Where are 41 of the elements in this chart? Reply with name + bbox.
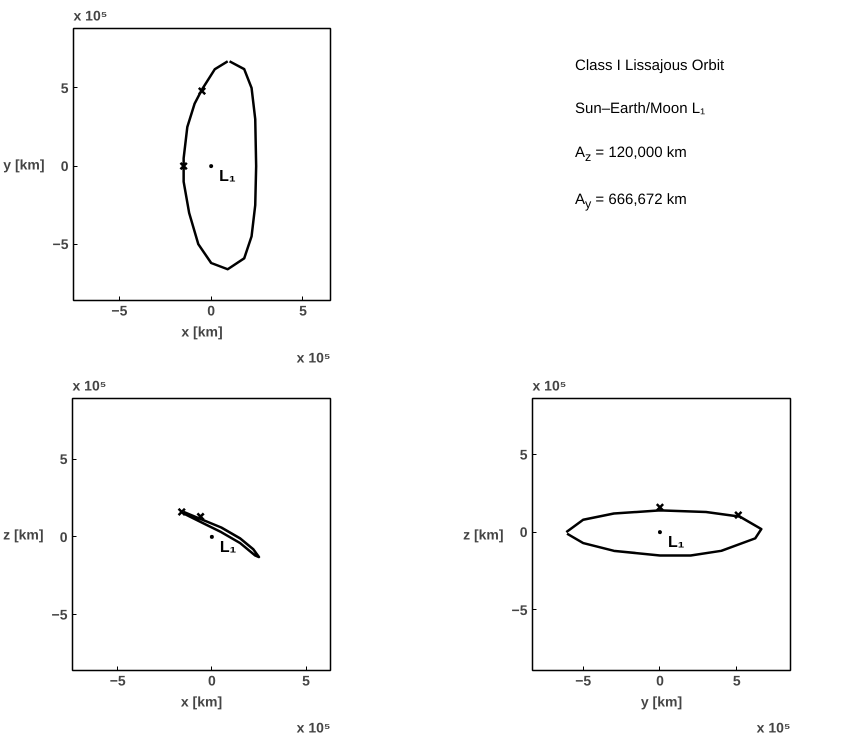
x-tick-label: 5 (299, 302, 308, 318)
point (210, 534, 214, 539)
y-tick-label: −5 (52, 606, 68, 623)
point (658, 530, 662, 534)
y-axis-title: y [km] (3, 156, 45, 172)
x-tick-label: −5 (575, 672, 592, 688)
y-axis-title: z [km] (3, 526, 44, 542)
x-tick-label: 5 (302, 672, 310, 688)
x-tick-label: 0 (656, 672, 664, 688)
text: x 10⁵ (532, 378, 566, 394)
x-axis-title: y [km] (640, 694, 682, 710)
y-tick-label: −5 (52, 236, 69, 252)
series-label: L₁ (220, 538, 237, 556)
series-label: L₁ (668, 534, 685, 552)
y-tick-label: 0 (520, 524, 528, 540)
y-tick-label: −5 (512, 602, 528, 618)
x-axis-title: x [km] (181, 324, 223, 340)
y-tick-label: 0 (60, 158, 69, 174)
text: x 10⁵ (296, 350, 331, 366)
text: A$_{z}$ = 120,000 km (575, 142, 688, 166)
text: x 10⁵ (74, 8, 108, 24)
text: Class I Lissajous Orbit (575, 56, 724, 76)
y-tick-label: 5 (60, 451, 68, 468)
x-axis-title: x [km] (180, 694, 222, 710)
series-label: L₁ (219, 168, 236, 186)
line-series (182, 60, 258, 270)
y-tick-label: 5 (520, 446, 528, 462)
text: x 10⁵ (296, 720, 331, 736)
x-tick-label: −5 (111, 302, 128, 318)
text: x 10⁵ (756, 720, 791, 736)
x-tick-label: 0 (207, 302, 216, 318)
x-tick-label: 0 (208, 672, 216, 688)
text: x 10⁵ (72, 378, 106, 394)
y-tick-label: 0 (60, 528, 68, 545)
point (734, 510, 743, 520)
x-tick-label: 5 (732, 672, 741, 688)
text: Sun–Earth/Moon L₁ (575, 99, 706, 120)
y-tick-label: 5 (60, 80, 69, 96)
text: A$_{y}$ = 666,672 km (575, 190, 688, 213)
y-axis-title: z [km] (463, 526, 504, 542)
x-tick-label: −5 (110, 672, 126, 688)
